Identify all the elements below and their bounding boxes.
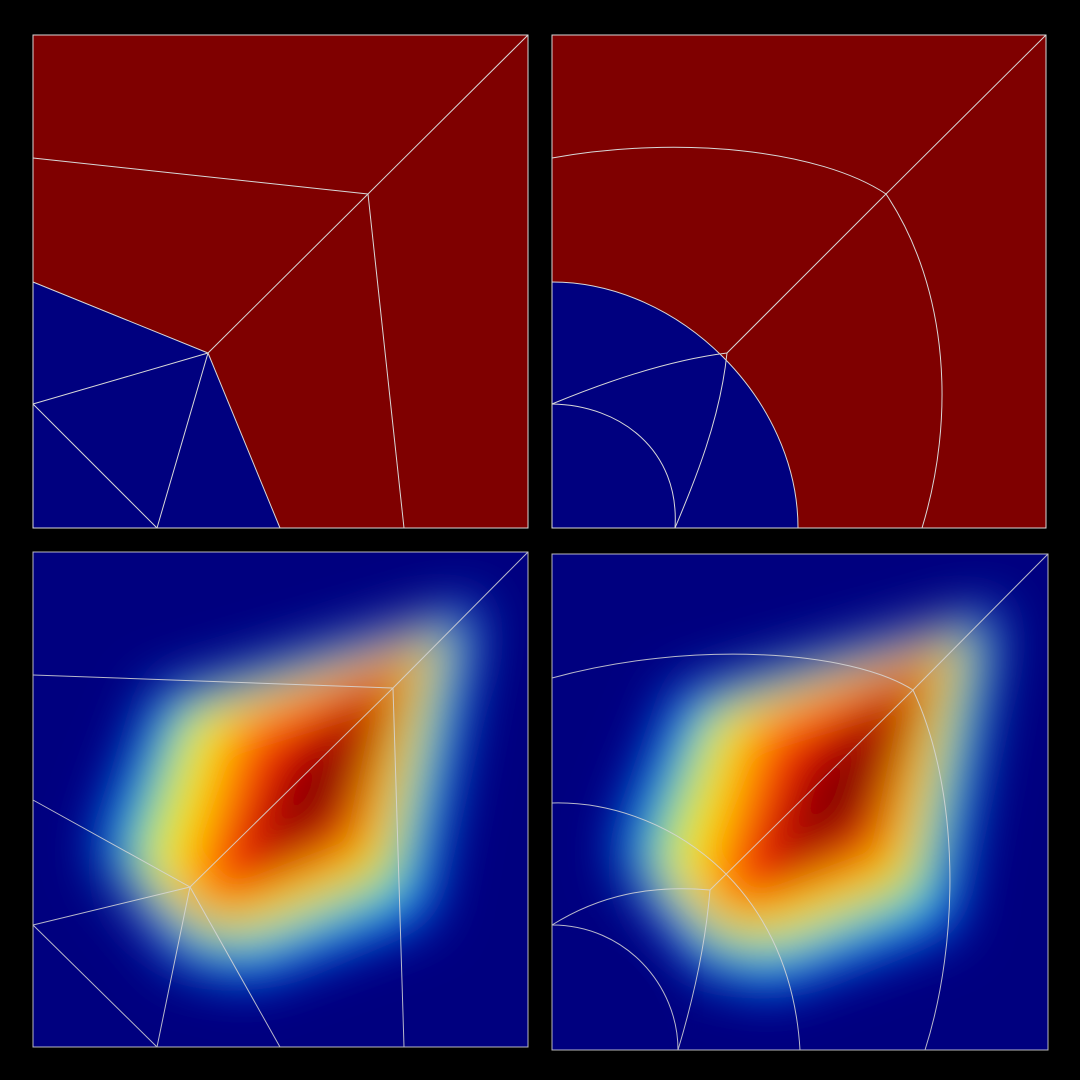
panel-bottom-right: [551, 553, 1049, 1051]
mesh-lines: [32, 551, 529, 1048]
panel-top-right: [551, 34, 1047, 529]
inner-region: [33, 282, 280, 528]
inner-region: [552, 282, 798, 528]
mesh-lines: [32, 34, 529, 529]
panel-bottom-left: [32, 551, 529, 1048]
mesh-lines: [551, 34, 1047, 529]
panel-top-left: [32, 34, 529, 529]
mesh-lines: [551, 553, 1049, 1051]
